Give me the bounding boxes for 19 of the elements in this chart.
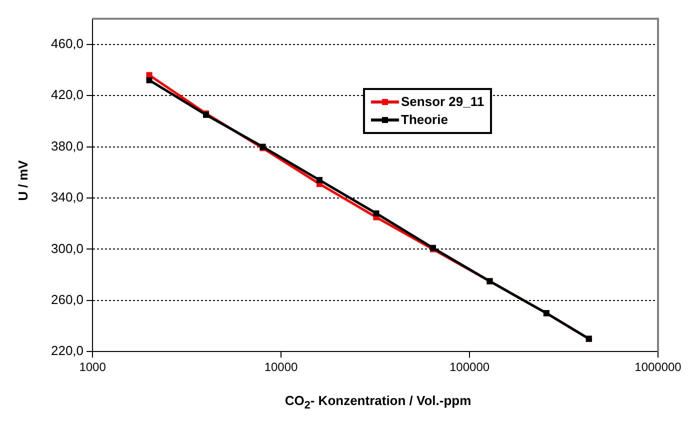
y-axis-title: U / mV xyxy=(16,160,30,201)
point xyxy=(373,210,380,216)
point xyxy=(146,72,152,78)
y-tick-label: 340,0 xyxy=(50,190,84,205)
y-tick-label: 220,0 xyxy=(50,343,84,358)
x-axis-title: CO$_{2}$- Konzentration / Vol.-ppm xyxy=(284,393,472,412)
y-tick-label: 260,0 xyxy=(50,292,84,307)
y-tick-label: 460,0 xyxy=(50,36,84,51)
x-tick-label: 100000 xyxy=(449,360,490,374)
legend-label: Sensor 29_11 xyxy=(401,93,484,111)
x-tick-label: 1000 xyxy=(79,360,106,374)
point xyxy=(316,177,323,184)
y-tick-label: 300,0 xyxy=(50,240,84,256)
x-tick-label: 1000000 xyxy=(634,360,682,374)
y-tick-label: 420,0 xyxy=(50,87,84,102)
y-tick-label: 380,0 xyxy=(50,138,84,154)
legend-label: Theorie xyxy=(401,111,448,129)
point xyxy=(146,77,152,84)
x-tick-label: 10000 xyxy=(264,360,298,374)
